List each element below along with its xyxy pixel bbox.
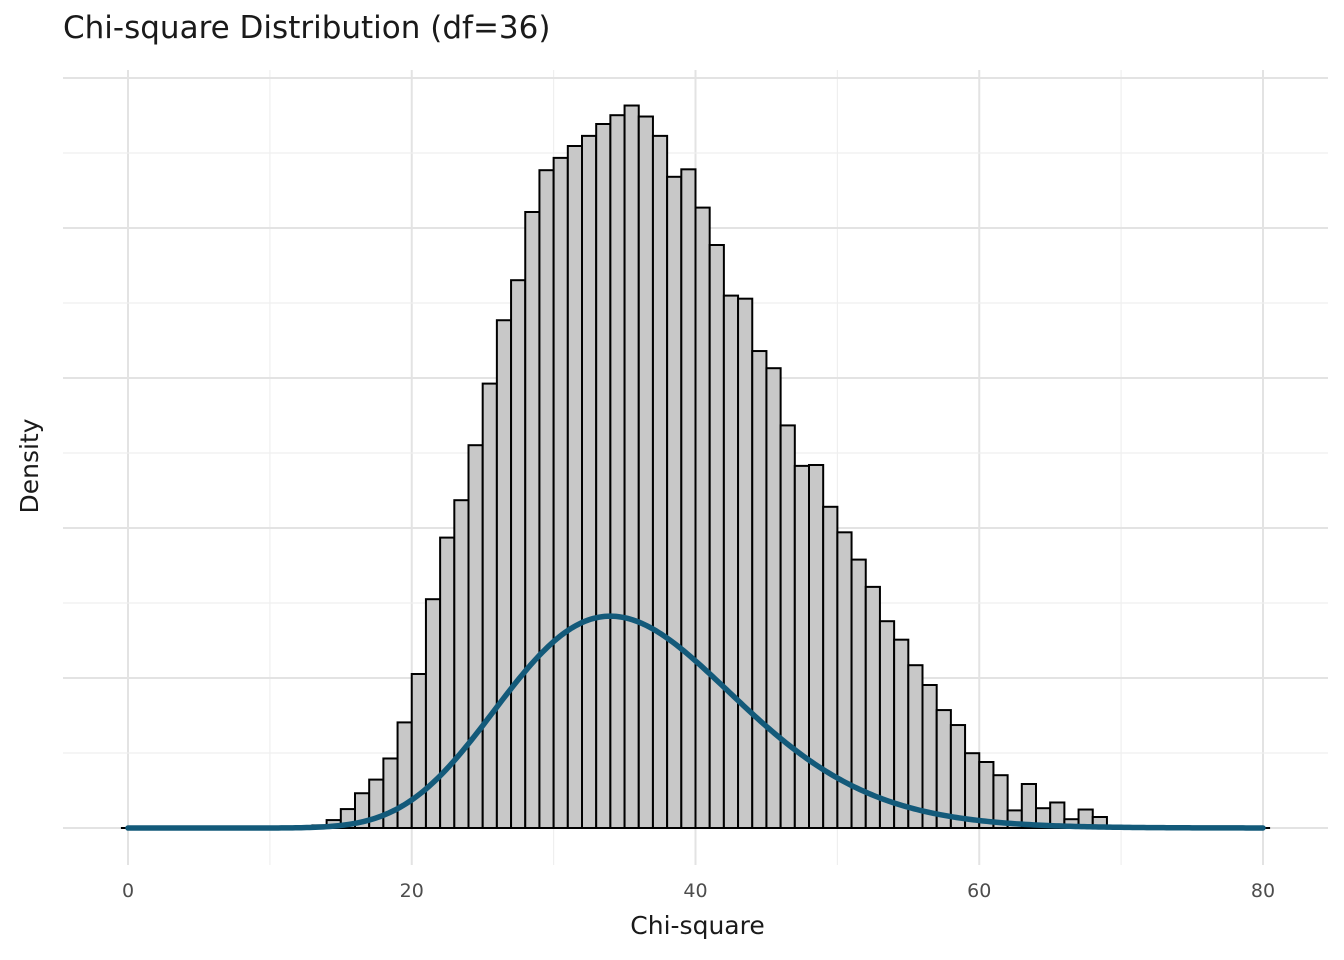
x-tick-labels: 0 20 40 60 80 <box>122 880 1275 902</box>
x-tick-label: 0 <box>122 880 134 902</box>
histogram-bar <box>495 319 513 829</box>
histogram-bar <box>935 709 952 830</box>
histogram-bar <box>538 169 555 829</box>
histogram-bar <box>595 123 612 829</box>
histogram-bar <box>581 134 598 829</box>
y-axis-title: Density <box>15 418 44 513</box>
histogram-bar <box>779 424 796 829</box>
chart-title: Chi-square Distribution (df=36) <box>63 10 551 46</box>
histogram-bar <box>651 134 669 829</box>
histogram-bar <box>666 175 683 830</box>
histogram-bar <box>453 499 470 829</box>
histogram-bar <box>737 297 754 829</box>
histogram-bars <box>311 104 1108 830</box>
histogram-bar <box>467 444 484 829</box>
histogram-bar <box>751 350 768 829</box>
histogram-bar <box>949 724 967 829</box>
x-tick-label: 80 <box>1251 880 1275 902</box>
x-tick-label: 40 <box>683 880 707 902</box>
histogram-bar <box>510 279 527 829</box>
histogram-bar <box>410 673 427 829</box>
histogram-bar <box>623 104 640 829</box>
histogram-bar <box>481 382 498 829</box>
histogram-bar <box>439 536 456 829</box>
histogram-bar <box>694 206 711 830</box>
histogram-bar <box>765 367 782 829</box>
histogram-bar <box>893 638 910 829</box>
histogram-bar <box>382 757 399 829</box>
histogram-bar <box>1020 783 1037 829</box>
histogram-bar <box>921 684 938 829</box>
histogram-bar <box>566 145 583 829</box>
histogram-bar <box>396 721 413 830</box>
x-tick-label: 60 <box>967 880 991 902</box>
histogram-bar <box>637 115 654 829</box>
histogram-bar <box>722 294 740 830</box>
histogram-bar <box>907 664 924 830</box>
histogram-bar <box>524 211 541 829</box>
x-axis-title: Chi-square <box>630 911 764 940</box>
x-tick-label: 20 <box>400 880 424 902</box>
histogram-bar <box>552 156 569 829</box>
histogram-bar <box>424 598 442 830</box>
density-curve <box>125 613 1266 831</box>
histogram-bar <box>609 114 626 829</box>
histogram-bar <box>680 168 697 829</box>
histogram-bar <box>793 464 810 829</box>
histogram-bar <box>708 244 725 829</box>
histogram-bar <box>808 464 825 829</box>
